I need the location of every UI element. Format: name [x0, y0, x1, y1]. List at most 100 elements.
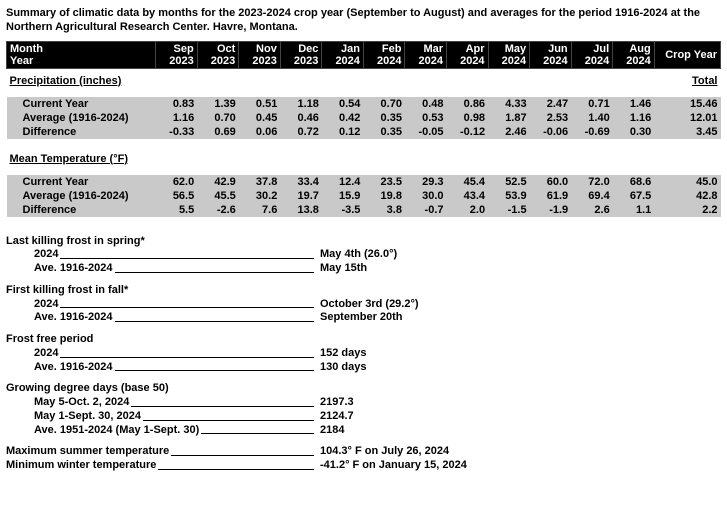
row-total: 15.46 — [654, 97, 720, 111]
row-label: Average (1916-2024) — [7, 189, 156, 203]
cell-value: 45.5 — [197, 189, 239, 203]
cell-value: 72.0 — [571, 175, 613, 189]
header-col-mar: Mar2024 — [405, 41, 447, 68]
listing-item-label: May 1-Sept. 30, 2024 — [34, 410, 141, 424]
table-row: Average (1916-2024)1.160.700.450.460.420… — [7, 111, 721, 125]
cell-value: 0.69 — [197, 125, 239, 139]
header-col-may: May2024 — [488, 41, 530, 68]
cell-value: 2.0 — [447, 203, 489, 217]
extreme-label: Maximum summer temperature — [6, 445, 169, 459]
cell-value: 68.6 — [613, 175, 655, 189]
cell-value: 33.4 — [280, 175, 322, 189]
cell-value: 1.1 — [613, 203, 655, 217]
cell-value: 3.8 — [363, 203, 405, 217]
extreme-value: 104.3° F on July 26, 2024 — [316, 445, 449, 459]
listing-item: 2024 May 4th (26.0°) — [6, 248, 721, 262]
cell-value: 0.06 — [239, 125, 281, 139]
header-col-sep: Sep2023 — [156, 41, 198, 68]
cell-value: 52.5 — [488, 175, 530, 189]
cell-value: 1.87 — [488, 111, 530, 125]
row-label: Difference — [7, 203, 156, 217]
cell-value: 5.5 — [156, 203, 198, 217]
listing-item-value: October 3rd (29.2°) — [316, 298, 419, 312]
cell-value: 12.4 — [322, 175, 364, 189]
listing-item-value: 2124.7 — [316, 410, 354, 424]
table-row: Current Year62.042.937.833.412.423.529.3… — [7, 175, 721, 189]
cell-value: 0.35 — [363, 125, 405, 139]
table-row: Current Year0.831.390.511.180.540.700.48… — [7, 97, 721, 111]
header-col-oct: Oct2023 — [197, 41, 239, 68]
cell-value: 0.46 — [280, 111, 322, 125]
cell-value: 0.53 — [405, 111, 447, 125]
header-col-dec: Dec2023 — [280, 41, 322, 68]
header-col-feb: Feb2024 — [363, 41, 405, 68]
cell-value: 1.40 — [571, 111, 613, 125]
cell-value: -0.69 — [571, 125, 613, 139]
cell-value: -0.33 — [156, 125, 198, 139]
listing-item-label: Ave. 1916-2024 — [34, 361, 113, 375]
cell-value: 42.9 — [197, 175, 239, 189]
listing-item-label: 2024 — [34, 347, 58, 361]
cell-value: 23.5 — [363, 175, 405, 189]
cell-value: 53.9 — [488, 189, 530, 203]
header-col-jun: Jun2024 — [530, 41, 572, 68]
cell-value: 2.6 — [571, 203, 613, 217]
cell-value: -0.05 — [405, 125, 447, 139]
cell-value: 1.46 — [613, 97, 655, 111]
cell-value: 0.71 — [571, 97, 613, 111]
listing-item-value: 2184 — [316, 424, 344, 438]
cell-value: 2.53 — [530, 111, 572, 125]
cell-value: 1.18 — [280, 97, 322, 111]
extreme-value: -41.2° F on January 15, 2024 — [316, 459, 467, 473]
listing-item: May 1-Sept. 30, 2024 2124.7 — [6, 410, 721, 424]
cell-value: 69.4 — [571, 189, 613, 203]
row-total: 3.45 — [654, 125, 720, 139]
cell-value: 4.33 — [488, 97, 530, 111]
cell-value: 15.9 — [322, 189, 364, 203]
cell-value: 30.0 — [405, 189, 447, 203]
listing-item: 2024 October 3rd (29.2°) — [6, 298, 721, 312]
cell-value: 0.70 — [197, 111, 239, 125]
cell-value: 43.4 — [447, 189, 489, 203]
cell-value: -0.06 — [530, 125, 572, 139]
section-header: Mean Temperature (°F) — [7, 147, 721, 169]
cell-value: -2.6 — [197, 203, 239, 217]
cell-value: -1.9 — [530, 203, 572, 217]
row-total: 12.01 — [654, 111, 720, 125]
listing-item-value: May 15th — [316, 262, 367, 276]
listing-item-label: Ave. 1916-2024 — [34, 311, 113, 325]
cell-value: 29.3 — [405, 175, 447, 189]
table-row: Difference5.5-2.67.613.8-3.53.8-0.72.0-1… — [7, 203, 721, 217]
cell-value: 0.48 — [405, 97, 447, 111]
cell-value: 2.47 — [530, 97, 572, 111]
listing-item-value: May 4th (26.0°) — [316, 248, 397, 262]
cell-value: -0.12 — [447, 125, 489, 139]
row-total: 45.0 — [654, 175, 720, 189]
cell-value: 0.51 — [239, 97, 281, 111]
cell-value: -0.7 — [405, 203, 447, 217]
listing-item-value: 130 days — [316, 361, 366, 375]
listing-item-label: 2024 — [34, 248, 58, 262]
cell-value: 1.16 — [613, 111, 655, 125]
section-header: Precipitation (inches)Total — [7, 68, 721, 91]
climate-table: MonthYear Sep2023Oct2023Nov2023Dec2023Ja… — [6, 41, 721, 225]
cell-value: 67.5 — [613, 189, 655, 203]
listing-group-title: First killing frost in fall* — [6, 284, 721, 298]
listing-item-label: Ave. 1916-2024 — [34, 262, 113, 276]
cell-value: 0.30 — [613, 125, 655, 139]
cell-value: 13.8 — [280, 203, 322, 217]
cell-value: 19.7 — [280, 189, 322, 203]
row-label: Difference — [7, 125, 156, 139]
page-title: Summary of climatic data by months for t… — [6, 6, 721, 35]
section-total-label — [654, 147, 720, 169]
table-header-row: MonthYear Sep2023Oct2023Nov2023Dec2023Ja… — [7, 41, 721, 68]
listing-item: Ave. 1916-2024 May 15th — [6, 262, 721, 276]
cell-value: 56.5 — [156, 189, 198, 203]
row-label: Current Year — [7, 97, 156, 111]
header-col-nov: Nov2023 — [239, 41, 281, 68]
listing-item-label: 2024 — [34, 298, 58, 312]
cell-value: 0.42 — [322, 111, 364, 125]
row-total: 2.2 — [654, 203, 720, 217]
cell-value: 30.2 — [239, 189, 281, 203]
header-col-jan: Jan2024 — [322, 41, 364, 68]
